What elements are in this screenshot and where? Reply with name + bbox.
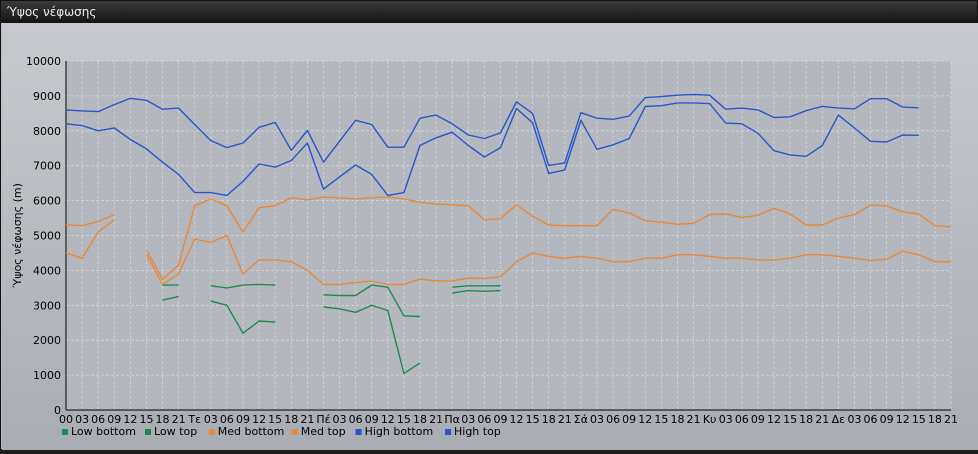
- x-tick-label: 09: [880, 413, 894, 426]
- x-tick-label: 18: [670, 413, 684, 426]
- x-tick-label: 15: [912, 413, 926, 426]
- y-tick-label: 3000: [33, 299, 61, 312]
- x-tick-label: 03: [590, 413, 604, 426]
- x-tick-label: 21: [687, 413, 701, 426]
- series-line-low-top: [210, 283, 276, 289]
- x-tick-label: 12: [510, 413, 524, 426]
- x-tick-label: 12: [638, 413, 652, 426]
- x-tick-label: 21: [429, 413, 443, 426]
- x-tick-label: 06: [477, 413, 491, 426]
- y-axis-title: Ύψος νέφωσης (m): [11, 183, 24, 289]
- x-tick-label: 18: [413, 413, 427, 426]
- x-tick-label: 03: [847, 413, 861, 426]
- x-tick-label: 09: [365, 413, 379, 426]
- series-line-low-bottom: [210, 300, 276, 334]
- x-tick-label: Δε: [832, 413, 846, 426]
- series-line-low-bottom: [323, 304, 421, 375]
- y-tick-label: 0: [54, 404, 61, 417]
- window-title: Ύψος νέφωσης: [1, 1, 977, 23]
- x-tick-label: 03: [333, 413, 347, 426]
- legend-label: Low bottom: [71, 425, 136, 438]
- x-tick-label: 15: [654, 413, 668, 426]
- x-tick-label: 21: [558, 413, 572, 426]
- legend-swatch: [355, 429, 362, 435]
- series-line-med-bottom: [145, 234, 951, 286]
- x-tick-label: 15: [397, 413, 411, 426]
- x-tick-label: 15: [139, 413, 153, 426]
- x-tick-label: 18: [156, 413, 170, 426]
- x-tick-label: 03: [719, 413, 733, 426]
- x-tick-label: 18: [542, 413, 556, 426]
- legend-label: Med bottom: [218, 425, 285, 438]
- y-tick-label: 8000: [33, 125, 61, 138]
- legend-swatch: [445, 429, 451, 435]
- x-tick-label: Τε: [187, 413, 201, 426]
- x-tick-label: 15: [783, 413, 797, 426]
- legend-label: High bottom: [365, 425, 434, 438]
- series-line-low-bottom: [452, 289, 501, 294]
- x-tick-label: 15: [526, 413, 540, 426]
- series-line-med-top: [65, 213, 115, 227]
- x-tick-label: 21: [815, 413, 829, 426]
- x-tick-label: 21: [300, 413, 314, 426]
- legend-swatch: [145, 429, 151, 435]
- y-tick-label: 1000: [33, 369, 61, 382]
- x-tick-label: Πα: [444, 413, 460, 426]
- x-tick-label: 09: [751, 413, 765, 426]
- y-tick-label: 5000: [33, 230, 61, 243]
- x-tick-label: 12: [896, 413, 910, 426]
- x-tick-label: Κυ: [703, 413, 717, 426]
- x-tick-label: Πέ: [316, 413, 330, 426]
- plot-area: 0 1000 2000 3000 4000 5000 6000 7000 8000 9000 100…: [2, 23, 978, 450]
- x-tick-label: 21: [172, 413, 186, 426]
- series-line-low-bottom: [162, 295, 179, 301]
- legend-swatch: [62, 429, 68, 435]
- y-tick-label: 9000: [33, 90, 61, 103]
- x-tick-label: 18: [284, 413, 298, 426]
- x-tick-label: 06: [220, 413, 234, 426]
- x-tick-label: 12: [123, 413, 137, 426]
- series-line-med-top: [145, 196, 952, 280]
- x-tick-label: 18: [799, 413, 813, 426]
- legend-swatch: [291, 429, 298, 435]
- x-tick-label: 06: [606, 413, 620, 426]
- series-line-med-bottom: [65, 219, 115, 259]
- x-tick-label: 03: [461, 413, 475, 426]
- x-tick-label: 06: [735, 413, 749, 426]
- y-tick-label: 7000: [33, 160, 61, 173]
- series-line-low-top: [452, 285, 501, 288]
- x-tick-label: 09: [622, 413, 636, 426]
- y-tick-label: 2000: [33, 334, 61, 347]
- x-tick-label: 12: [767, 413, 781, 426]
- x-tick-label: 09: [107, 413, 121, 426]
- legend-label: High top: [454, 425, 501, 438]
- series-line-high-bottom: [65, 102, 919, 197]
- x-tick-label: 09: [493, 413, 507, 426]
- legend-swatch: [208, 429, 215, 435]
- series-line-low-top: [323, 284, 421, 318]
- x-tick-label: 15: [268, 413, 282, 426]
- x-tick-label: 18: [928, 413, 942, 426]
- x-tick-label: 12: [381, 413, 395, 426]
- x-tick-label: 06: [349, 413, 363, 426]
- legend-label: Low top: [154, 425, 197, 438]
- x-tick-label: 06: [864, 413, 878, 426]
- x-tick-label: 21: [944, 413, 958, 426]
- x-tick-label: 03: [75, 413, 89, 426]
- x-tick-label: 09: [236, 413, 250, 426]
- x-tick-label: 03: [204, 413, 218, 426]
- x-tick-label: 06: [91, 413, 105, 426]
- y-tick-label: 4000: [33, 264, 61, 277]
- legend-label: Med top: [301, 425, 346, 438]
- x-tick-label: Σά: [574, 413, 588, 426]
- y-tick-label: 6000: [33, 195, 61, 208]
- x-tick-label: 00: [59, 413, 73, 426]
- y-tick-label: 10000: [26, 55, 61, 68]
- cloud-height-chart: 0 1000 2000 3000 4000 5000 6000 7000 8000 9000 100…: [11, 55, 958, 438]
- x-tick-label: 12: [252, 413, 266, 426]
- series-line-high-top: [65, 93, 919, 167]
